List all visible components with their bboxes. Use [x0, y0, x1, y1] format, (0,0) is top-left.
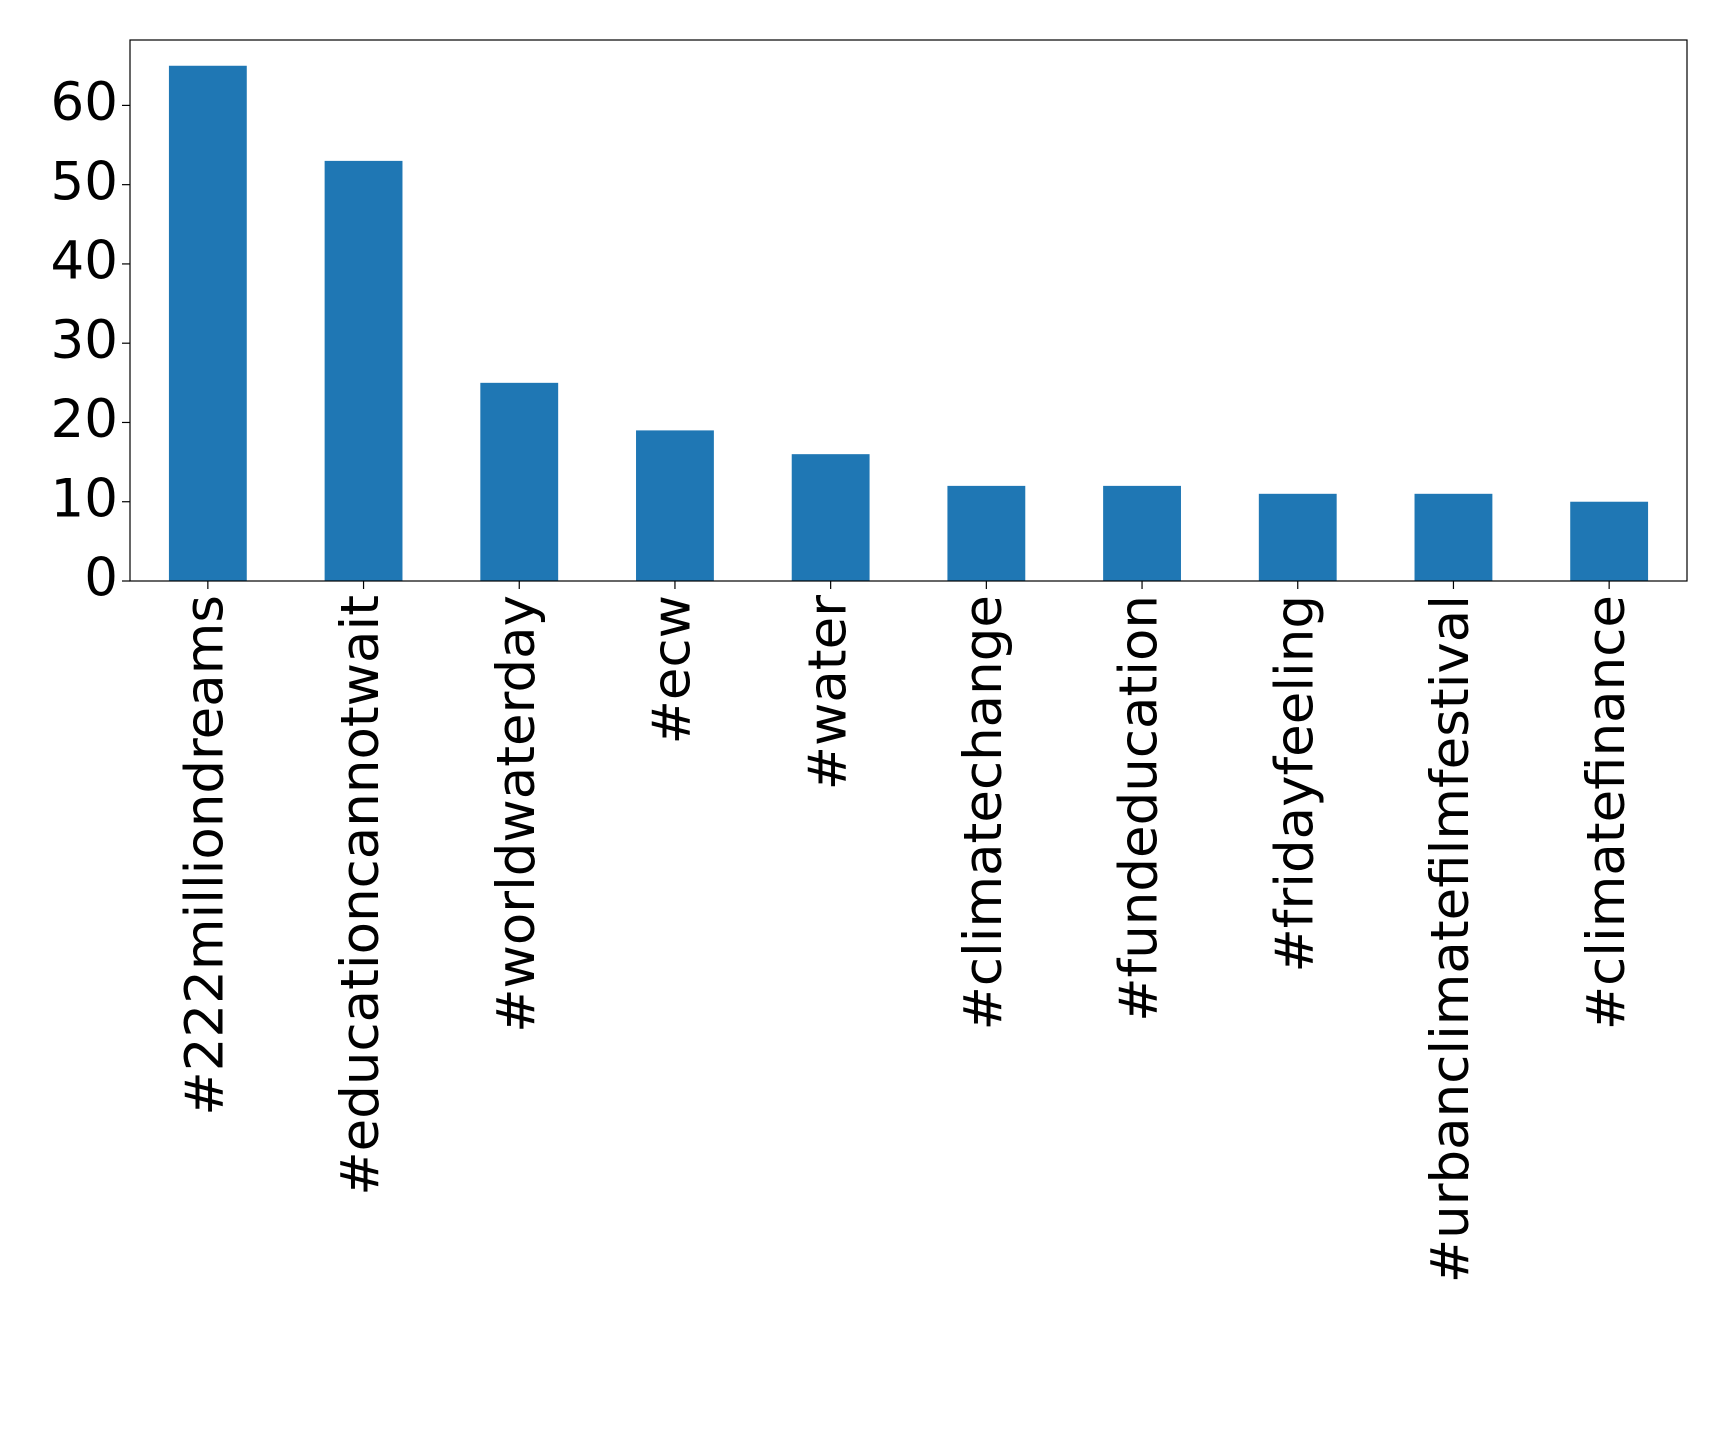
y-tick-label: 40: [51, 231, 118, 292]
x-tick-label: #climatechange: [953, 595, 1014, 1031]
plot-frame: [129, 39, 1688, 582]
y-tick-label: 20: [51, 389, 118, 450]
x-tick-label: #fundeducation: [1109, 595, 1170, 1022]
x-tick-label: #222milliondreams: [174, 595, 235, 1116]
y-tick-label: 50: [51, 151, 118, 212]
x-tick-label: #urbanclimatefilmfestival: [1420, 595, 1481, 1283]
x-tick-label: #ecw: [642, 595, 703, 745]
bar: [480, 382, 559, 581]
y-tick-label: 0: [84, 548, 118, 609]
bar: [791, 454, 870, 581]
x-tick-label: #fridayfeeling: [1264, 595, 1325, 973]
bar: [324, 160, 403, 581]
y-tick-label: 30: [51, 310, 118, 371]
x-tick-label: #climatefinance: [1576, 595, 1637, 1030]
bar: [1103, 485, 1181, 581]
bar: [636, 430, 714, 581]
bar: [1414, 493, 1493, 581]
bar: [1258, 493, 1337, 581]
x-tick-label: #educationcannotwait: [330, 595, 391, 1196]
y-tick-label: 60: [51, 72, 118, 133]
x-tick-label: #worldwaterday: [486, 595, 547, 1033]
y-tick-label: 10: [51, 468, 118, 529]
x-tick-label: #water: [797, 595, 858, 791]
bar: [1570, 501, 1649, 581]
bar: [168, 65, 247, 581]
bar: [947, 485, 1026, 581]
